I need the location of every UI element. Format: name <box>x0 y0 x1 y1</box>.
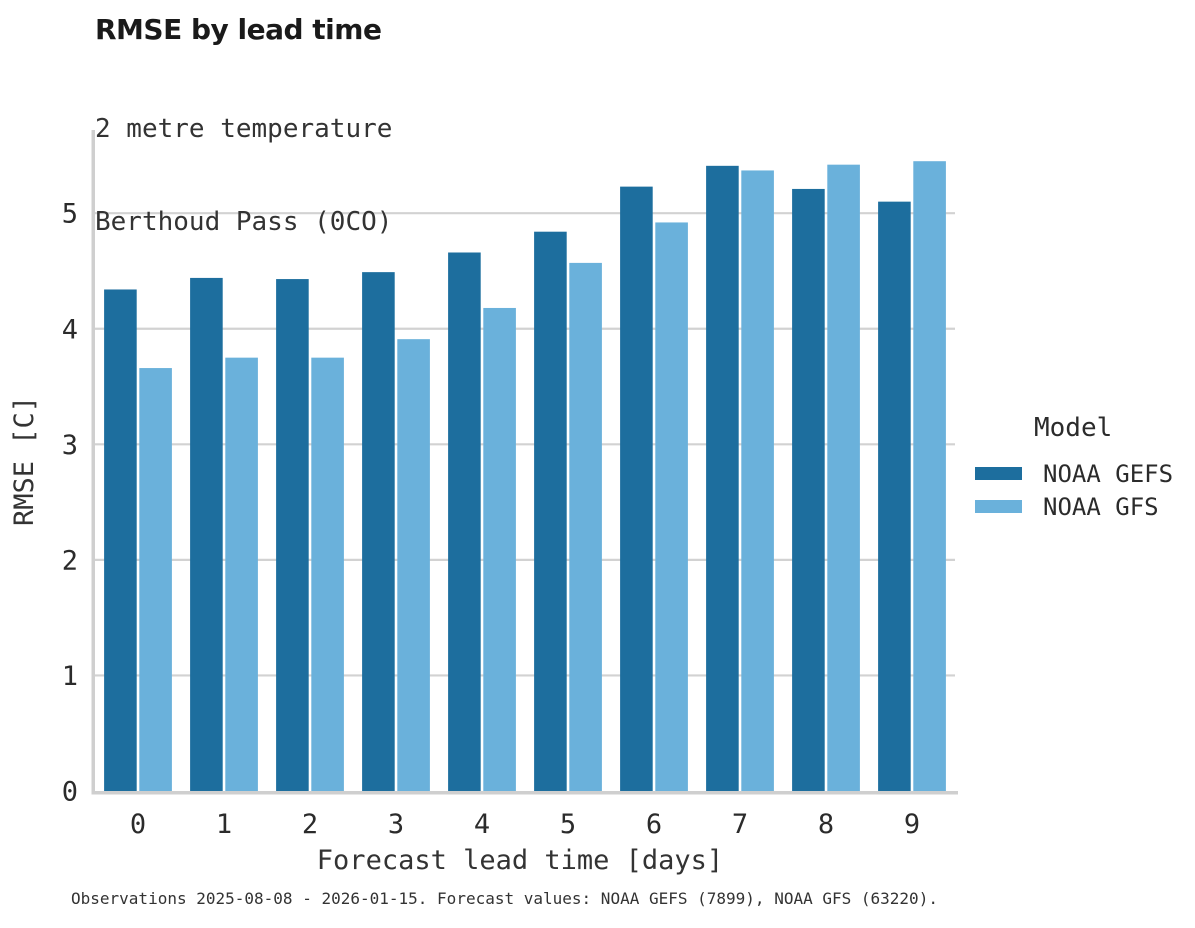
chart-caption: Observations 2025-08-08 - 2026-01-15. Fo… <box>71 889 938 908</box>
bar-noaa-gefs-lead-6 <box>620 186 653 791</box>
subtitle-line-2: Berthoud Pass (0CO) <box>95 207 393 237</box>
y-tick-label: 2 <box>62 545 78 576</box>
chart-subtitle: 2 metre temperature Berthoud Pass (0CO) <box>95 52 392 300</box>
bar-noaa-gefs-lead-8 <box>792 188 825 792</box>
bar-noaa-gfs-lead-8 <box>827 164 860 791</box>
legend-swatch-noaa-gfs <box>975 500 1022 513</box>
legend-entry-noaa-gefs: NOAA GEFS <box>975 457 1173 490</box>
bar-noaa-gfs-lead-4 <box>483 307 516 791</box>
legend-title: Model <box>1034 413 1113 443</box>
y-axis-title: RMSE [C] <box>9 396 40 526</box>
x-tick-label: 8 <box>818 809 834 840</box>
bar-noaa-gfs-lead-7 <box>741 170 774 791</box>
bar-noaa-gfs-lead-3 <box>397 339 430 791</box>
legend-entry-noaa-gfs: NOAA GFS <box>975 490 1173 523</box>
x-axis-title: Forecast lead time [days] <box>317 845 723 876</box>
bar-noaa-gfs-lead-0 <box>139 368 172 791</box>
x-tick-label: 5 <box>560 809 576 840</box>
bar-noaa-gefs-lead-3 <box>362 272 395 791</box>
bar-noaa-gfs-lead-9 <box>913 161 946 791</box>
bar-noaa-gfs-lead-6 <box>655 222 688 791</box>
legend-swatch-noaa-gefs <box>975 467 1022 480</box>
bar-noaa-gefs-lead-0 <box>104 289 137 791</box>
bar-noaa-gfs-lead-5 <box>569 262 602 791</box>
bar-noaa-gfs-lead-2 <box>311 357 344 791</box>
legend-label-noaa-gefs: NOAA GEFS <box>1043 459 1174 488</box>
bar-noaa-gefs-lead-1 <box>190 277 223 791</box>
legend-label-noaa-gfs: NOAA GFS <box>1043 492 1159 521</box>
x-tick-label: 1 <box>216 809 232 840</box>
y-tick-label: 3 <box>62 430 78 461</box>
bar-noaa-gefs-lead-5 <box>534 231 567 791</box>
bar-noaa-gefs-lead-9 <box>878 201 911 791</box>
x-tick-label: 6 <box>646 809 662 840</box>
x-axis-line <box>91 791 958 795</box>
bar-noaa-gefs-lead-7 <box>706 165 739 791</box>
x-tick-label: 9 <box>904 809 920 840</box>
y-tick-label: 1 <box>62 661 78 692</box>
legend: Model NOAA GEFS NOAA GFS <box>975 414 1173 523</box>
bar-noaa-gefs-lead-2 <box>276 279 309 791</box>
page-title: RMSE by lead time <box>95 13 382 46</box>
x-tick-label: 2 <box>302 809 318 840</box>
x-tick-label: 4 <box>474 809 490 840</box>
y-tick-label: 0 <box>62 777 78 808</box>
chart-header: RMSE by lead time 2 metre temperature Be… <box>95 14 392 300</box>
y-tick-label: 4 <box>62 314 78 345</box>
subtitle-line-1: 2 metre temperature <box>95 114 393 144</box>
bar-noaa-gfs-lead-1 <box>225 357 258 791</box>
x-tick-label: 7 <box>732 809 748 840</box>
bar-noaa-gefs-lead-4 <box>448 252 481 791</box>
x-tick-label: 3 <box>388 809 404 840</box>
x-tick-label: 0 <box>130 809 146 840</box>
y-tick-label: 5 <box>62 199 78 230</box>
y-axis-line <box>91 130 95 795</box>
